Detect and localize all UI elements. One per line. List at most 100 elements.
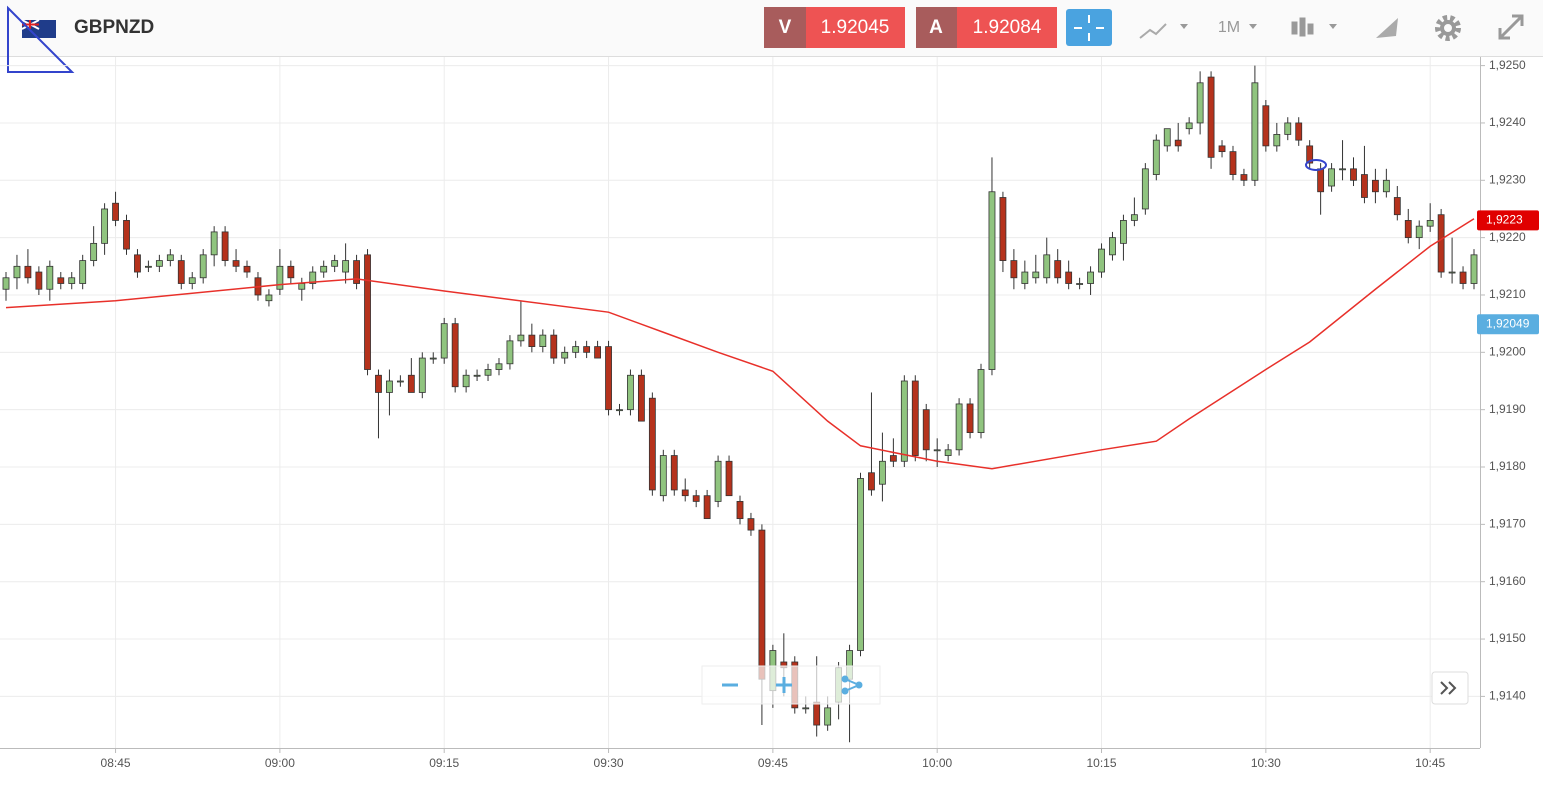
candle-body — [725, 460, 733, 497]
candle-body — [747, 518, 755, 531]
candle-body — [714, 460, 722, 502]
candle-body — [1032, 271, 1040, 279]
candle-body — [977, 369, 985, 434]
candle-body — [1328, 168, 1335, 187]
candle-body — [24, 265, 32, 279]
candle-body — [1251, 82, 1259, 181]
candle-body — [933, 449, 941, 452]
candle-body — [1393, 197, 1401, 216]
candle-body — [1163, 128, 1171, 147]
candle-body — [342, 260, 350, 273]
sell-label[interactable]: V — [779, 17, 792, 38]
x-tick-label: 08:45 — [101, 756, 131, 770]
candle-body — [90, 242, 98, 261]
candle-body — [1426, 220, 1434, 227]
zoom-controls — [701, 665, 881, 705]
candle-body — [1218, 145, 1226, 153]
candle-body — [1295, 122, 1303, 141]
candle-body — [627, 374, 634, 411]
y-tick-label: 1,9180 — [1489, 459, 1526, 473]
candle-body — [364, 254, 371, 370]
timeframe[interactable]: 1M — [1218, 19, 1240, 36]
candle-body — [123, 220, 130, 250]
symbol: GBPNZD — [74, 17, 154, 38]
candle-body — [68, 277, 76, 284]
candle-body — [243, 265, 251, 273]
candle-body — [670, 455, 678, 491]
candle-body — [1152, 139, 1160, 175]
candle-body — [155, 260, 163, 267]
timeframe-caret[interactable] — [1249, 24, 1257, 29]
sell-label-box[interactable] — [764, 7, 806, 48]
candle-body — [462, 374, 470, 388]
candle-body — [331, 260, 339, 267]
candle-body — [1459, 271, 1467, 284]
flag-icon — [21, 19, 56, 38]
candle-body — [539, 334, 547, 347]
buy-label[interactable]: A — [929, 17, 943, 38]
candle-body — [1120, 220, 1127, 244]
candle-body — [922, 409, 930, 451]
candle-body — [396, 380, 404, 383]
candle-body — [1262, 105, 1270, 147]
candle-body — [1109, 237, 1116, 256]
scroll-right-button[interactable] — [1431, 671, 1469, 705]
candle-body — [145, 265, 152, 268]
x-tick-label: 09:15 — [429, 756, 459, 770]
candle-body — [692, 495, 700, 502]
candle-style-button[interactable] — [1291, 17, 1337, 37]
candle-body — [1284, 122, 1292, 135]
x-tick-label: 10:30 — [1251, 756, 1281, 770]
buy-price-box[interactable] — [957, 7, 1057, 48]
crosshair-button[interactable] — [1066, 9, 1112, 46]
settings-button[interactable] — [1435, 15, 1461, 41]
candle-body — [1350, 168, 1357, 181]
candle-body — [1404, 220, 1412, 239]
y-tick-label: 1,9240 — [1489, 115, 1526, 129]
x-tick-label: 09:45 — [758, 756, 788, 770]
fullscreen-button[interactable] — [1498, 14, 1524, 40]
candle-body — [353, 260, 360, 284]
x-tick-label: 10:45 — [1415, 756, 1445, 770]
candle-body — [1306, 145, 1314, 164]
sell-price-box[interactable] — [806, 7, 905, 48]
candle-body — [955, 403, 963, 451]
candle-body — [177, 260, 185, 284]
candle-body — [616, 409, 623, 412]
sell-price[interactable]: 1.92045 — [821, 17, 890, 38]
candle-body — [517, 334, 525, 342]
candle-body — [166, 254, 174, 261]
moving-average-line — [5, 218, 1475, 470]
candle-body — [101, 208, 109, 244]
candle-body — [889, 455, 897, 462]
x-tick-label: 10:00 — [922, 756, 952, 770]
candle-body — [375, 374, 382, 393]
candle-body — [966, 403, 974, 434]
candle-body — [1382, 179, 1390, 193]
candle-body — [1141, 168, 1149, 210]
chart-type-button[interactable] — [1139, 23, 1188, 39]
price-tag-label: 1,9223 — [1486, 213, 1523, 227]
candle-body — [911, 380, 919, 456]
candle-body — [594, 346, 601, 359]
buy-label-box[interactable] — [916, 7, 957, 48]
candle-body — [440, 323, 448, 359]
x-tick-label: 09:00 — [265, 756, 295, 770]
buy-price[interactable]: 1.92084 — [973, 17, 1042, 38]
candle-body — [506, 340, 514, 365]
candle-body — [1098, 248, 1105, 273]
zoom-in-button[interactable] — [776, 677, 792, 693]
candle-body — [287, 265, 295, 279]
candle-body — [320, 265, 328, 273]
y-tick-label: 1,9170 — [1489, 517, 1526, 531]
price-tag-label: 1,92049 — [1486, 316, 1530, 330]
candle-body — [1087, 271, 1094, 284]
candle-body — [999, 197, 1007, 261]
y-tick-label: 1,9220 — [1489, 230, 1526, 244]
candle-body — [35, 271, 43, 290]
y-tick-label: 1,9230 — [1489, 172, 1526, 186]
share-button[interactable] — [841, 675, 863, 695]
candle-body — [703, 495, 711, 520]
draw-tool-button[interactable] — [1376, 18, 1398, 38]
